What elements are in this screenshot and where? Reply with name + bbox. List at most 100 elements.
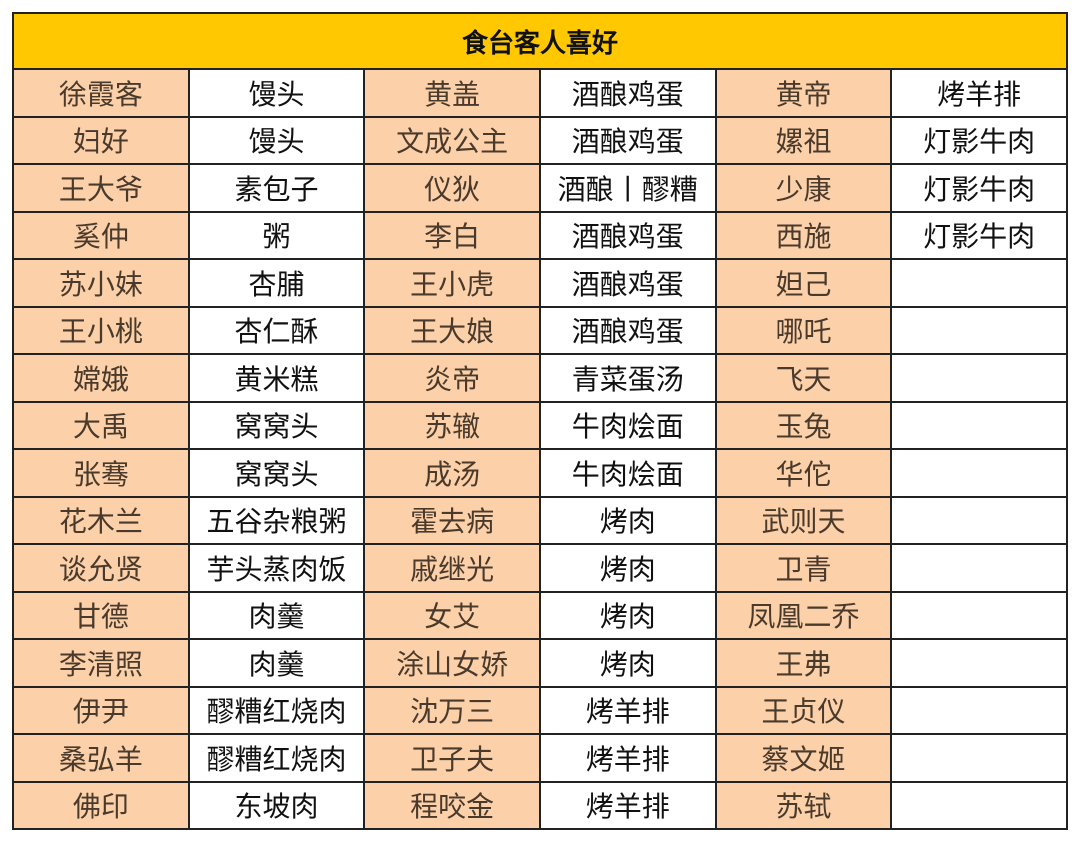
- table-row: 甘德 肉羹 女艾 烤肉 凤凰二乔: [12, 590, 1068, 640]
- food-preference-cell: 青菜蛋汤: [538, 353, 717, 403]
- guest-name-cell: 武则天: [714, 495, 893, 545]
- guest-name-cell: 王弗: [714, 638, 893, 688]
- table-row: 嫦娥 黄米糕 炎帝 青菜蛋汤 飞天: [12, 353, 1068, 403]
- food-preference-cell: 烤羊排: [538, 685, 717, 735]
- food-preference-cell: 酒酿鸡蛋: [538, 210, 717, 260]
- food-preference-cell: 肉羹: [187, 638, 366, 688]
- food-preference-cell: [890, 685, 1068, 735]
- food-preference-cell: 杏脯: [187, 258, 366, 308]
- guest-name-cell: 苏辙: [363, 400, 541, 450]
- guest-name-cell: 桑弘羊: [12, 733, 190, 783]
- food-preference-cell: 黄米糕: [187, 353, 366, 403]
- table-row: 桑弘羊 醪糟红烧肉 卫子夫 烤羊排 蔡文姬: [12, 733, 1068, 783]
- food-preference-cell: 馒头: [187, 115, 366, 165]
- guest-name-cell: 炎帝: [363, 353, 541, 403]
- guest-name-cell: 王小虎: [363, 258, 541, 308]
- guest-name-cell: 王小桃: [12, 305, 190, 355]
- food-preference-cell: 窝窝头: [187, 448, 366, 498]
- food-preference-cell: 酒酿丨醪糟: [538, 163, 717, 213]
- food-preference-cell: 酒酿鸡蛋: [538, 68, 717, 118]
- food-preference-cell: 五谷杂粮粥: [187, 495, 366, 545]
- table-row: 张骞 窝窝头 成汤 牛肉烩面 华佗: [12, 448, 1068, 498]
- guest-name-cell: 徐霞客: [12, 68, 190, 118]
- guest-name-cell: 大禹: [12, 400, 190, 450]
- guest-name-cell: 哪吒: [714, 305, 893, 355]
- guest-name-cell: 佛印: [12, 780, 190, 830]
- guest-name-cell: 凤凰二乔: [714, 590, 893, 640]
- table-row: 大禹 窝窝头 苏辙 牛肉烩面 玉兔: [12, 400, 1068, 450]
- guest-name-cell: 花木兰: [12, 495, 190, 545]
- table-row: 王小桃 杏仁酥 王大娘 酒酿鸡蛋 哪吒: [12, 305, 1068, 355]
- guest-name-cell: 张骞: [12, 448, 190, 498]
- food-preference-cell: 酒酿鸡蛋: [538, 115, 717, 165]
- guest-name-cell: 飞天: [714, 353, 893, 403]
- guest-name-cell: 嫘祖: [714, 115, 893, 165]
- guest-name-cell: 黄帝: [714, 68, 893, 118]
- guest-name-cell: 涂山女娇: [363, 638, 541, 688]
- food-preference-cell: 烤羊排: [538, 780, 717, 830]
- table-row: 佛印 东坡肉 程咬金 烤羊排 苏轼: [12, 780, 1068, 830]
- table-row: 奚仲粥李白 酒酿鸡蛋 西施 灯影牛肉: [12, 210, 1068, 260]
- guest-name-cell: 成汤: [363, 448, 541, 498]
- guest-name-cell: 戚继光: [363, 543, 541, 593]
- food-preference-cell: 烤肉: [538, 495, 717, 545]
- food-preference-cell: 酒酿鸡蛋: [538, 258, 717, 308]
- guest-name-cell: 伊尹: [12, 685, 190, 735]
- food-preference-cell: [890, 733, 1068, 783]
- food-preference-cell: [890, 353, 1068, 403]
- guest-name-cell: 嫦娥: [12, 353, 190, 403]
- table-row: 妇好 馒头 文成公主 酒酿鸡蛋 嫘祖 灯影牛肉: [12, 115, 1068, 165]
- guest-preference-table: 食台客人喜好 徐霞客 馒头 黄盖 酒酿鸡蛋 黄帝 烤羊排 妇好 馒头 文成公主 酒酿鸡蛋 嫘祖 灯影牛…: [12, 12, 1068, 830]
- food-preference-cell: 烤羊排: [890, 68, 1068, 118]
- table-row: 花木兰 五谷杂粮粥 霍去病 烤肉 武则天: [12, 495, 1068, 545]
- guest-name-cell: 苏轼: [714, 780, 893, 830]
- food-preference-cell: 牛肉烩面: [538, 448, 717, 498]
- food-preference-cell: [890, 590, 1068, 640]
- guest-name-cell: 沈万三: [363, 685, 541, 735]
- table-row: 谈允贤 芋头蒸肉饭 戚继光 烤肉 卫青: [12, 543, 1068, 593]
- food-preference-cell: [890, 258, 1068, 308]
- food-preference-cell: 肉羹: [187, 590, 366, 640]
- food-preference-cell: [890, 638, 1068, 688]
- food-preference-cell: [890, 305, 1068, 355]
- food-preference-cell: 灯影牛肉: [890, 163, 1068, 213]
- guest-name-cell: 李白: [363, 210, 541, 260]
- food-preference-cell: 馒头: [187, 68, 366, 118]
- food-preference-cell: 牛肉烩面: [538, 400, 717, 450]
- guest-name-cell: 王大娘: [363, 305, 541, 355]
- food-preference-cell: [890, 400, 1068, 450]
- food-preference-cell: 杏仁酥: [187, 305, 366, 355]
- food-preference-cell: 醪糟红烧肉: [187, 733, 366, 783]
- guest-name-cell: 妇好: [12, 115, 190, 165]
- guest-name-cell: 华佗: [714, 448, 893, 498]
- food-preference-cell: 灯影牛肉: [890, 210, 1068, 260]
- table-row: 苏小妹 杏脯 王小虎 酒酿鸡蛋 妲己: [12, 258, 1068, 308]
- guest-name-cell: 王贞仪: [714, 685, 893, 735]
- table-row: 徐霞客 馒头 黄盖 酒酿鸡蛋 黄帝 烤羊排: [12, 68, 1068, 118]
- guest-name-cell: 王大爷: [12, 163, 190, 213]
- food-preference-cell: [890, 543, 1068, 593]
- guest-name-cell: 霍去病: [363, 495, 541, 545]
- food-preference-cell: [890, 780, 1068, 830]
- guest-name-cell: 卫青: [714, 543, 893, 593]
- food-preference-cell: 酒酿鸡蛋: [538, 305, 717, 355]
- food-preference-cell: 醪糟红烧肉: [187, 685, 366, 735]
- guest-name-cell: 仪狄: [363, 163, 541, 213]
- guest-name-cell: 文成公主: [363, 115, 541, 165]
- guest-name-cell: 黄盖: [363, 68, 541, 118]
- food-preference-cell: 素包子: [187, 163, 366, 213]
- guest-name-cell: 苏小妹: [12, 258, 190, 308]
- food-preference-cell: 烤肉: [538, 543, 717, 593]
- title-row: 食台客人喜好: [12, 12, 1068, 70]
- food-preference-cell: 烤肉: [538, 638, 717, 688]
- food-preference-cell: 东坡肉: [187, 780, 366, 830]
- food-preference-cell: 烤羊排: [538, 733, 717, 783]
- food-preference-cell: [890, 448, 1068, 498]
- guest-name-cell: 妲己: [714, 258, 893, 308]
- table-body: 徐霞客 馒头 黄盖 酒酿鸡蛋 黄帝 烤羊排 妇好 馒头 文成公主 酒酿鸡蛋 嫘祖 灯影牛肉 王大爷 素包子…: [12, 68, 1068, 830]
- guest-name-cell: 少康: [714, 163, 893, 213]
- table-row: 伊尹 醪糟红烧肉 沈万三 烤羊排 王贞仪: [12, 685, 1068, 735]
- food-preference-cell: [890, 495, 1068, 545]
- food-preference-cell: 灯影牛肉: [890, 115, 1068, 165]
- guest-name-cell: 玉兔: [714, 400, 893, 450]
